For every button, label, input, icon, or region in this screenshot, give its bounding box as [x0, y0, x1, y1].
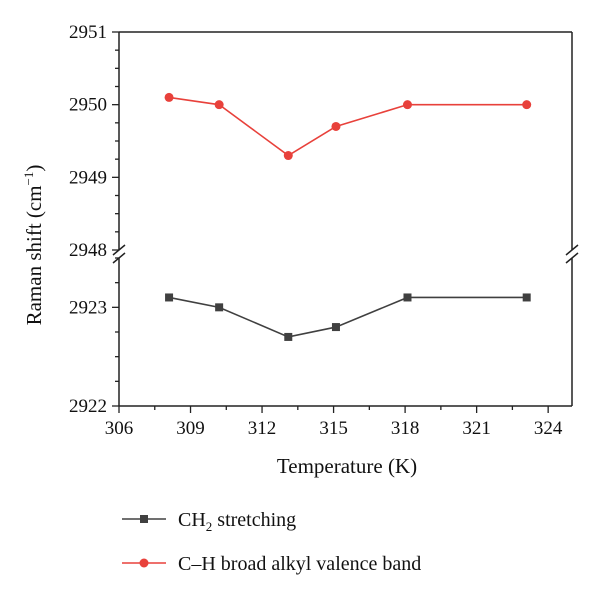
data-point-1 [164, 92, 174, 102]
data-point-0 [403, 293, 412, 302]
legend-label-ch2: CH2 stretching [178, 509, 296, 534]
series-line-0 [168, 296, 527, 338]
y-tick-label-upper: 2949 [69, 167, 107, 188]
legend-label-ch: C–H broad alkyl valence band [178, 553, 421, 575]
y-axis-title: Raman shift (cm−1) [21, 165, 46, 326]
data-point-1 [283, 151, 293, 161]
x-tick-label: 315 [319, 418, 348, 439]
data-point-0 [522, 293, 531, 302]
axes-frame [112, 31, 579, 407]
right-break-mark-lower [565, 252, 579, 264]
y-tick-label-upper: 2951 [69, 22, 107, 43]
data-point-0 [165, 293, 174, 302]
tick-labels: 306 309 312 315 318 321 324 2951 2950 2949 2948 292… [69, 22, 563, 439]
legend-marker-ch2 [140, 515, 148, 523]
y-axis-title-superscript: −1 [21, 172, 36, 186]
x-tick-label: 306 [105, 418, 134, 439]
data-point-0 [331, 323, 340, 332]
legend: CH2 stretching C–H broad alkyl valence b… [122, 509, 421, 575]
legend-marker-ch [139, 558, 149, 568]
y-tick-label-lower: 2923 [69, 297, 107, 318]
data-point-1 [522, 100, 532, 110]
legend-label-ch2-rest: stretching [212, 509, 296, 531]
right-break-mark-upper [565, 244, 579, 256]
x-tick-label: 324 [534, 418, 563, 439]
tick-marks [112, 31, 549, 413]
series-line-1 [168, 96, 527, 157]
legend-label-ch2-main: CH [178, 509, 206, 531]
data-point-0 [215, 303, 224, 312]
y-tick-label-upper: 2950 [69, 95, 107, 116]
y-axis-title-close: ) [22, 165, 46, 172]
series-layer [164, 92, 532, 341]
data-point-0 [284, 332, 293, 341]
data-point-1 [214, 100, 224, 110]
legend-item-ch2: CH2 stretching [122, 509, 296, 534]
y-tick-label-lower: 2922 [69, 396, 107, 417]
x-tick-label: 309 [176, 418, 205, 439]
data-point-1 [331, 121, 341, 131]
y-axis-title-main: Raman shift (cm [22, 185, 46, 325]
legend-item-ch: C–H broad alkyl valence band [122, 553, 421, 575]
data-point-1 [402, 100, 412, 110]
x-tick-label: 318 [391, 418, 420, 439]
legend-label-ch2-sub: 2 [206, 519, 213, 534]
y-tick-label-upper: 2948 [69, 240, 107, 261]
x-axis-title: Temperature (K) [277, 454, 417, 478]
x-tick-label: 312 [248, 418, 277, 439]
x-tick-label: 321 [462, 418, 491, 439]
